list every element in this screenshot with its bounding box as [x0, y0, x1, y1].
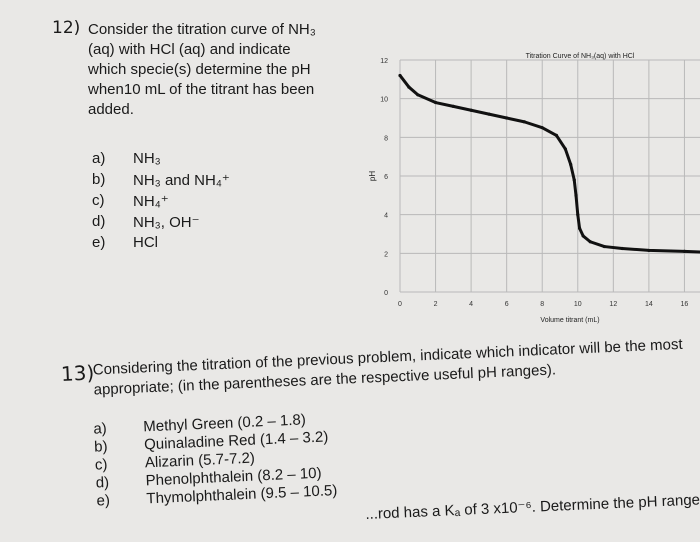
option-letter: c)	[94, 456, 108, 474]
data-point	[574, 193, 578, 197]
question-line: which specie(s) determine the pH	[88, 61, 311, 78]
x-tick-label: 4	[469, 301, 473, 308]
data-point	[588, 240, 592, 244]
question-line: added.	[88, 101, 134, 118]
option-letter: a)	[92, 150, 106, 167]
x-tick-label: 14	[645, 301, 653, 308]
data-point	[505, 116, 509, 120]
option-letter: e)	[96, 491, 111, 510]
option-text: NH₃	[133, 150, 161, 167]
question-line: (aq) with HCl (aq) and indicate	[88, 41, 291, 58]
data-point	[540, 126, 544, 130]
data-point	[487, 112, 491, 116]
option-letter: a)	[93, 420, 108, 438]
x-tick-label: 10	[574, 301, 582, 308]
y-tick-label: 6	[384, 174, 388, 181]
option-letter: c)	[92, 192, 105, 209]
data-point	[647, 248, 651, 253]
option-text: NH₄⁺	[133, 193, 169, 210]
y-tick-label: 8	[384, 135, 388, 142]
x-tick-label: 6	[505, 301, 509, 308]
option-text: NH₃ and NH₄⁺	[133, 172, 230, 189]
data-point	[563, 147, 567, 151]
data-point	[433, 100, 438, 105]
option-letter: b)	[93, 438, 108, 456]
option-letter: d)	[95, 473, 110, 492]
x-axis-label: Volume titrant (mL)	[540, 317, 599, 324]
data-point	[416, 93, 420, 97]
data-point	[620, 246, 624, 251]
data-point	[682, 249, 687, 253]
x-tick-label: 8	[540, 301, 544, 308]
chart-title: Titration Curve of NH₃(aq) with HCl	[526, 53, 635, 60]
option-letter: b)	[92, 171, 106, 188]
y-tick-label: 0	[384, 290, 388, 297]
titration-curve-line	[398, 74, 700, 254]
option-text: HCl	[133, 234, 158, 251]
data-point	[577, 226, 582, 230]
data-point	[451, 104, 455, 108]
data-point	[469, 108, 473, 112]
y-tick-label: 12	[380, 58, 388, 65]
data-point	[581, 234, 585, 238]
data-point	[602, 244, 607, 249]
x-tick-label: 16	[681, 301, 689, 308]
y-tick-label: 2	[384, 251, 388, 258]
data-point	[569, 162, 573, 166]
option-letter: e)	[92, 234, 106, 251]
question-number: 13)	[60, 360, 95, 386]
data-point	[522, 120, 527, 124]
y-tick-label: 4	[384, 213, 388, 220]
data-point	[554, 133, 559, 137]
data-point	[576, 213, 580, 217]
x-tick-label: 0	[398, 301, 402, 308]
y-axis-label: pH	[368, 171, 377, 181]
option-letter: d)	[92, 213, 106, 230]
x-tick-label: 12	[609, 301, 617, 308]
y-tick-label: 10	[380, 97, 388, 104]
question-number: 12)	[52, 18, 81, 38]
data-point	[398, 73, 402, 78]
data-point	[572, 178, 576, 182]
option-text: NH₃, OH⁻	[133, 214, 200, 231]
x-tick-label: 2	[434, 301, 438, 308]
titration-chart: 0 2 4 6 8 10 12 14 16 0 2 4 6 8 10 12 Titration Curve of…	[368, 53, 700, 324]
question-line: Consider the titration curve of NH₃	[88, 21, 316, 38]
data-point	[407, 85, 411, 89]
question-line: when10 mL of the titrant has been	[88, 81, 315, 98]
